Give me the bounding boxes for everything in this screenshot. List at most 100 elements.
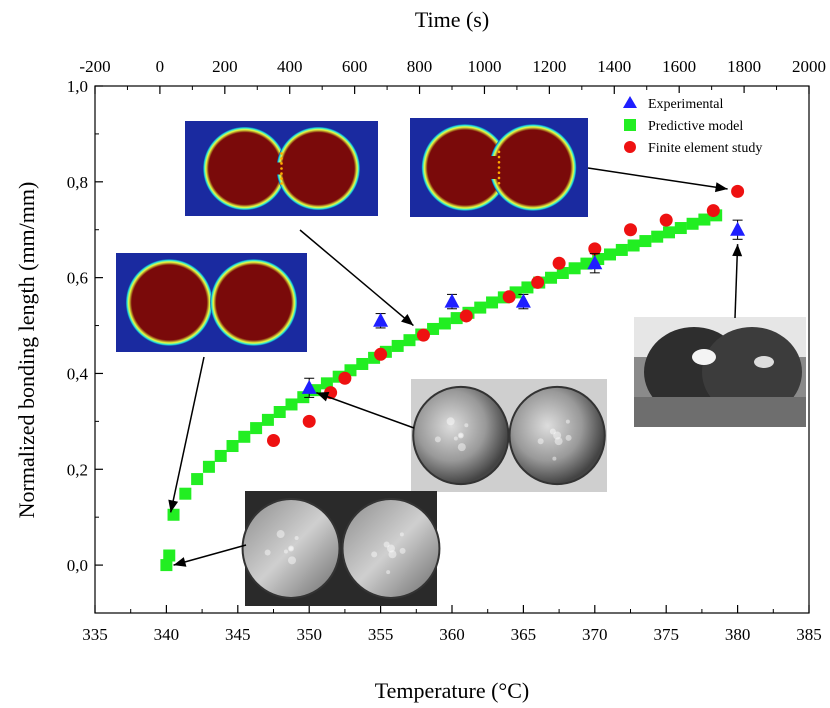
- top-x-tick-label: 1400: [597, 57, 631, 76]
- texture-spot: [288, 545, 295, 552]
- experimental-point: [444, 293, 460, 308]
- top-x-tick-label: 400: [277, 57, 303, 76]
- fem-point: [459, 309, 473, 323]
- fem-point: [531, 275, 545, 289]
- top-x-tick-label: 200: [212, 57, 238, 76]
- model-point: [163, 549, 176, 562]
- texture-spot: [283, 549, 288, 554]
- experimental-point: [301, 379, 317, 394]
- top-x-tick-label: 600: [342, 57, 368, 76]
- experimental-point: [730, 221, 746, 236]
- legend-box: [615, 93, 805, 165]
- photo-inset-350: [411, 379, 607, 492]
- hotspot-dot: [497, 171, 501, 175]
- texture-spot: [388, 550, 397, 559]
- y-tick-label: 1,0: [67, 77, 88, 96]
- x-tick-label: 365: [511, 625, 537, 644]
- particle-photo: [702, 327, 802, 417]
- x-axis-title: Temperature (°C): [375, 678, 529, 703]
- hotspot-dot: [497, 160, 501, 164]
- hotspot-dot: [280, 167, 283, 170]
- top-x-tick-label: 800: [407, 57, 433, 76]
- experimental-series: [301, 219, 746, 398]
- model-point: [686, 217, 699, 230]
- photo-inset-340: [241, 491, 441, 606]
- texture-spot: [446, 417, 455, 426]
- hotspot-dot: [280, 177, 283, 180]
- texture-spot: [399, 547, 406, 554]
- top-x-tick-label: 1800: [727, 57, 761, 76]
- model-point: [202, 460, 215, 473]
- model-point: [662, 226, 675, 239]
- model-point: [261, 413, 274, 426]
- hotspot-dot: [280, 172, 283, 175]
- model-point: [238, 430, 251, 443]
- fem-point: [502, 290, 516, 304]
- top-x-tick-label: 1200: [532, 57, 566, 76]
- texture-spot: [371, 551, 378, 558]
- top-x-tick-label: 0: [156, 57, 165, 76]
- hotspot-dot: [280, 162, 283, 165]
- legend-marker-square: [624, 119, 636, 131]
- x-tick-label: 375: [653, 625, 679, 644]
- texture-spot: [549, 428, 556, 435]
- particle-photo: [341, 498, 441, 599]
- model-point: [521, 281, 534, 294]
- model-point: [391, 339, 404, 352]
- arrow-line: [316, 391, 415, 429]
- particle-photo: [508, 385, 606, 486]
- highlight: [692, 349, 716, 365]
- x-tick-label: 350: [296, 625, 322, 644]
- model-point: [556, 266, 569, 279]
- fem-point: [706, 204, 720, 218]
- model-point: [615, 243, 628, 256]
- hotspot-dot: [497, 181, 501, 185]
- hotspot-dot: [280, 157, 283, 160]
- model-point: [674, 222, 687, 235]
- legend: Experimental Predictive model Finite eleme…: [615, 93, 805, 165]
- experimental-point: [373, 312, 389, 327]
- fem-point: [588, 242, 602, 256]
- arrow-head: [714, 182, 728, 193]
- model-point: [639, 235, 652, 248]
- model-point: [486, 296, 499, 309]
- x-tick-label: 345: [225, 625, 251, 644]
- model-point: [427, 322, 440, 335]
- top-x-axis: -200 0 200 400 600 800 1000 1200 1400 1600 1800 200…: [79, 57, 826, 94]
- y-tick-label: 0,8: [67, 173, 88, 192]
- model-point: [474, 301, 487, 314]
- texture-spot: [386, 570, 391, 575]
- top-x-tick-label: 2000: [792, 57, 826, 76]
- model-point: [191, 473, 204, 486]
- model-point: [545, 271, 558, 284]
- arrow-line: [173, 544, 247, 566]
- model-point: [438, 317, 451, 330]
- texture-spot: [554, 437, 563, 446]
- model-point: [273, 406, 286, 419]
- top-x-tick-label: 1600: [662, 57, 696, 76]
- texture-spot: [294, 536, 299, 541]
- arrow-line: [734, 244, 739, 319]
- texture-spot: [457, 432, 464, 439]
- hotspot-dot: [280, 152, 283, 155]
- highlight: [754, 356, 774, 368]
- fem-point: [267, 434, 280, 448]
- arrow-head: [316, 392, 330, 402]
- particle-photo: [241, 498, 341, 599]
- y-tick-label: 0,4: [67, 364, 89, 383]
- x-tick-label: 385: [796, 625, 822, 644]
- particle-shape: [276, 126, 361, 211]
- texture-spot: [289, 546, 294, 551]
- simulation-inset-initial: [116, 253, 307, 352]
- model-point: [403, 334, 416, 347]
- model-point: [568, 262, 581, 275]
- x-tick-label: 380: [725, 625, 751, 644]
- fem-point: [552, 256, 566, 270]
- model-point: [167, 508, 180, 521]
- texture-spot: [386, 544, 395, 553]
- legend-marker-triangle: [623, 96, 637, 108]
- texture-spot: [464, 423, 469, 428]
- x-tick-label: 370: [582, 625, 608, 644]
- bottom-x-axis: 335 340 345 350 355 360 365 370 375 380 385: [82, 605, 822, 644]
